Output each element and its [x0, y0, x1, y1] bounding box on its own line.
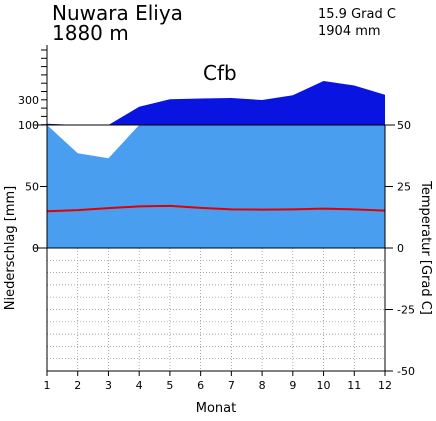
precipitation-point	[138, 106, 140, 108]
temperature-series	[46, 204, 386, 213]
left-tick-label: 300	[18, 94, 39, 107]
grid-lines	[47, 248, 385, 371]
x-tick-label: 5	[166, 379, 173, 392]
precipitation-point	[200, 98, 202, 100]
left-tick-label: 0	[32, 242, 39, 255]
left-tick-label: 50	[25, 181, 39, 194]
right-tick-label: 50	[397, 119, 411, 132]
right-tick-label: -25	[397, 304, 415, 317]
x-tick-label: 6	[197, 379, 204, 392]
x-tick-label: 3	[105, 379, 112, 392]
y-axis-right-title: Temperatur [Grad C]	[418, 180, 433, 315]
x-tick-label: 11	[347, 379, 361, 392]
annual-precipitation: 1904 mm	[318, 24, 381, 39]
precipitation-point	[323, 80, 325, 82]
x-tick-label: 1	[44, 379, 51, 392]
station-elevation: 1880 m	[52, 21, 129, 45]
precipitation-point	[261, 99, 263, 101]
x-axis-title: Monat	[196, 401, 236, 416]
precipitation-point	[77, 152, 79, 154]
station-name: Nuwara Eliya	[52, 1, 183, 25]
precipitation-point	[292, 94, 294, 96]
precipitation-point	[384, 94, 386, 96]
right-tick-label: 0	[397, 242, 404, 255]
climate-class: Cfb	[203, 61, 237, 85]
mean-temperature: 15.9 Grad C	[318, 7, 396, 22]
left-tick-label: 100	[18, 119, 39, 132]
precipitation-surplus	[47, 81, 385, 125]
precipitation-series	[47, 80, 386, 159]
right-tick-label: -50	[397, 365, 415, 378]
temperature-line	[46, 204, 386, 213]
axes	[34, 45, 395, 376]
x-tick-label: 8	[259, 379, 266, 392]
y-axis-left-title: Niederschlag [mm]	[3, 186, 18, 311]
precipitation-point	[169, 98, 171, 100]
precipitation-point	[108, 157, 110, 159]
x-tick-label: 9	[289, 379, 296, 392]
precipitation-notch	[47, 125, 385, 159]
x-tick-label: 2	[74, 379, 81, 392]
x-tick-label: 4	[136, 379, 143, 392]
x-tick-label: 10	[317, 379, 331, 392]
precipitation-point	[231, 97, 233, 99]
x-tick-label: 12	[378, 379, 392, 392]
right-tick-label: 25	[397, 181, 411, 194]
precipitation-point	[353, 85, 355, 87]
x-tick-label: 7	[228, 379, 235, 392]
